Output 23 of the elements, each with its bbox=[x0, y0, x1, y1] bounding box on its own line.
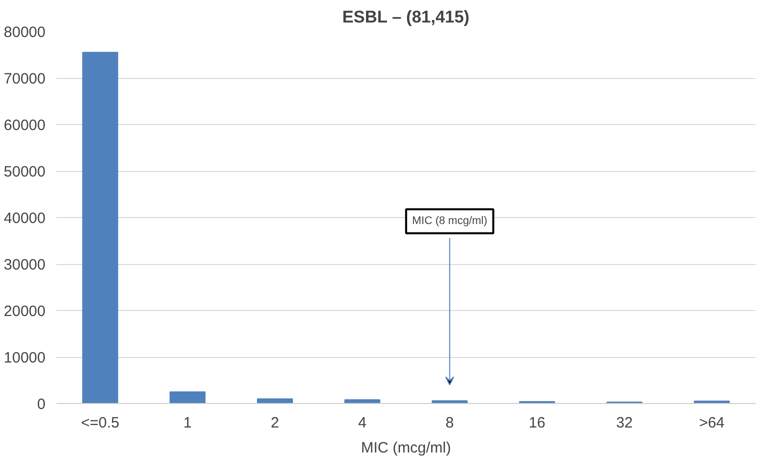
x-tick-label: 8 bbox=[446, 414, 454, 432]
y-tick-label: 70000 bbox=[4, 70, 46, 88]
x-tick-label: 16 bbox=[528, 414, 546, 432]
bar bbox=[170, 391, 206, 404]
x-tick-label: <=0.5 bbox=[81, 414, 120, 432]
y-tick-label: 80000 bbox=[4, 24, 46, 41]
y-tick-label: 30000 bbox=[4, 256, 46, 274]
bar bbox=[82, 52, 118, 404]
x-tick-label: 2 bbox=[270, 414, 280, 432]
y-tick-label: 20000 bbox=[4, 303, 46, 320]
bar bbox=[432, 400, 468, 404]
x-tick-label: >64 bbox=[699, 414, 725, 432]
x-axis-title: MIC (mcg/ml) bbox=[361, 440, 452, 456]
y-tick-label: 50000 bbox=[4, 164, 46, 180]
y-tick-label: 40000 bbox=[4, 210, 46, 227]
x-tick-label: 1 bbox=[183, 414, 192, 432]
y-tick-label: 60000 bbox=[4, 117, 46, 134]
x-tick-label: 32 bbox=[616, 414, 633, 432]
y-tick-label: 0 bbox=[37, 396, 46, 413]
y-tick-label: 10000 bbox=[4, 350, 46, 366]
x-tick-label: 4 bbox=[358, 414, 366, 432]
chart-title: ESBL – (81,415) bbox=[342, 8, 470, 26]
annotation: MIC (8 mcg/ml) bbox=[412, 215, 488, 228]
